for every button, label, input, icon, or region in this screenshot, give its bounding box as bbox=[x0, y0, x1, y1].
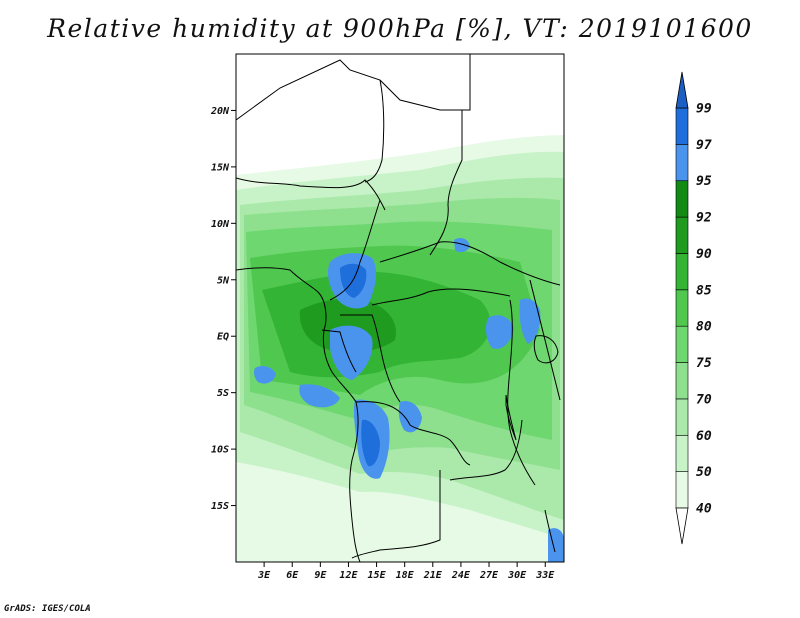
field-patch-97-lakes bbox=[519, 298, 541, 344]
lat-tick-label: EQ bbox=[217, 332, 229, 343]
lon-tick-label: 33E bbox=[535, 570, 555, 581]
grads-credit: GrADS: IGES/COLA bbox=[4, 604, 91, 614]
lon-tick-label: 24E bbox=[451, 570, 471, 581]
latitude-axis: 20N 15N 10N 5N EQ 5S 10S 15S bbox=[210, 106, 236, 512]
map-frame bbox=[235, 53, 565, 563]
colorbar-label: 50 bbox=[696, 465, 712, 480]
colorbar-label: 40 bbox=[696, 502, 712, 517]
field-patch-97-se bbox=[548, 528, 564, 562]
field-patch-97-west bbox=[254, 366, 276, 384]
border-east-africa bbox=[507, 299, 536, 486]
colorbar-label: 99 bbox=[696, 102, 712, 117]
border-gabon bbox=[321, 329, 357, 373]
longitude-axis: 3E 6E 9E 12E 15E 18E 21E 24E 27E 30E 33E bbox=[257, 562, 555, 581]
lat-tick-label: 10N bbox=[211, 219, 230, 230]
colorbar-under-arrow bbox=[675, 507, 689, 545]
lon-tick-label: 27E bbox=[479, 570, 499, 581]
colorbar-segment bbox=[675, 216, 689, 254]
colorbar-label: 80 bbox=[696, 320, 712, 335]
field-patch-97-congo-coast bbox=[299, 384, 340, 408]
colorbar-segment bbox=[675, 180, 689, 218]
lon-tick-label: 6E bbox=[286, 570, 299, 581]
country-boundaries bbox=[236, 54, 561, 562]
lat-tick-label: 20N bbox=[210, 106, 230, 117]
colorbar-label: 97 bbox=[696, 138, 712, 153]
colorbar-label: 60 bbox=[696, 429, 712, 444]
colorbar-label: 95 bbox=[696, 174, 712, 189]
humidity-field bbox=[236, 54, 564, 562]
lon-tick-label: 12E bbox=[339, 570, 358, 581]
lon-tick-label: 15E bbox=[368, 570, 387, 581]
lat-tick-label: 10S bbox=[211, 445, 229, 456]
border-zambia bbox=[449, 419, 523, 481]
border-chad-sudan bbox=[429, 110, 463, 256]
lon-tick-label: 9E bbox=[314, 570, 327, 581]
border-congo bbox=[340, 314, 401, 403]
lake-victoria bbox=[533, 335, 559, 364]
colorbar-segment bbox=[675, 289, 689, 327]
colorbar-over-arrow bbox=[675, 71, 689, 109]
border-sahel bbox=[236, 177, 386, 211]
colorbar-segment bbox=[675, 471, 689, 509]
border-car bbox=[379, 241, 561, 286]
field-patch-97-gabon bbox=[330, 325, 373, 380]
colorbar-segment bbox=[675, 144, 689, 182]
border-nigeria-cameroon bbox=[329, 199, 381, 301]
lon-tick-label: 21E bbox=[423, 570, 443, 581]
lat-tick-label: 15S bbox=[211, 501, 229, 512]
map-title: Relative humidity at 900hPa [%], VT: 201… bbox=[47, 14, 753, 43]
colorbar-segment bbox=[675, 253, 689, 291]
colorbar-label: 75 bbox=[696, 356, 712, 371]
lon-tick-label: 18E bbox=[396, 570, 415, 581]
colorbar-label: 92 bbox=[696, 211, 712, 226]
coastline-west-africa bbox=[236, 267, 361, 562]
field-patch-97-ne bbox=[454, 238, 470, 253]
colorbar-label: 85 bbox=[696, 283, 712, 298]
colorbar: 40 50 60 70 75 80 85 90 92 95 97 99 bbox=[675, 71, 712, 545]
colorbar-label: 90 bbox=[696, 247, 712, 262]
lake-tanganyika bbox=[505, 394, 517, 441]
lat-tick-label: 5S bbox=[217, 388, 229, 399]
field-patch-97-east bbox=[485, 315, 514, 349]
colorbar-label: 70 bbox=[696, 392, 712, 407]
field-patch-99-angola bbox=[361, 419, 380, 467]
colorbar-segment bbox=[675, 107, 689, 145]
field-patch-99-cameroon bbox=[340, 263, 367, 298]
colorbar-segment bbox=[675, 362, 689, 400]
colorbar-segment bbox=[675, 398, 689, 436]
field-patch-97-drc-south bbox=[398, 400, 422, 433]
border-libya bbox=[364, 79, 385, 183]
colorbar-segment bbox=[675, 325, 689, 363]
lon-tick-label: 3E bbox=[257, 570, 271, 581]
lat-tick-label: 15N bbox=[211, 162, 230, 173]
lat-tick-label: 5N bbox=[217, 275, 230, 286]
colorbar-segment bbox=[675, 434, 689, 472]
border-angola-zambia bbox=[351, 470, 441, 559]
border-kenya-uganda bbox=[529, 279, 561, 401]
lake-malawi bbox=[544, 509, 556, 553]
border-drc-north bbox=[371, 288, 511, 306]
border-drc-angola bbox=[355, 401, 471, 466]
lon-tick-label: 30E bbox=[507, 570, 527, 581]
